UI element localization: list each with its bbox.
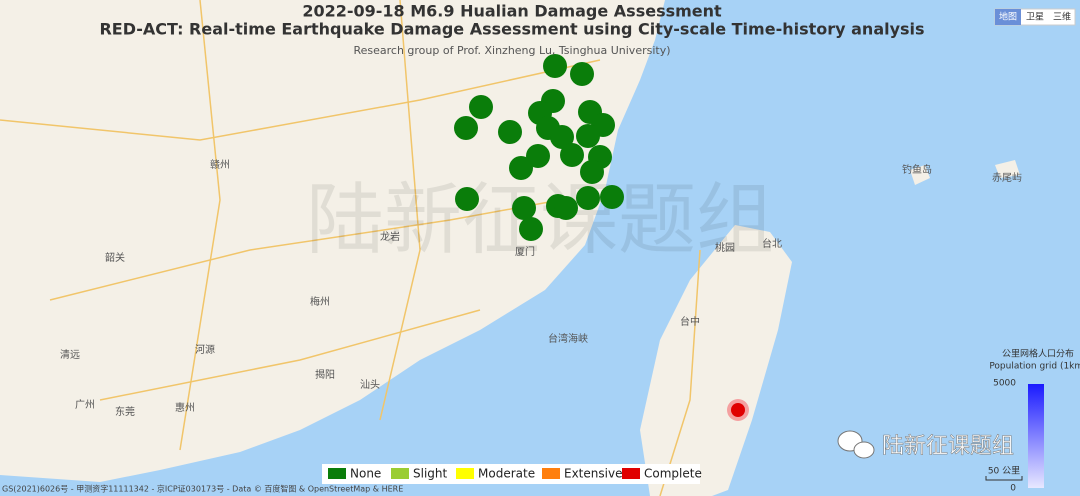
legend-swatch (456, 468, 474, 479)
wechat-name: 陆新征课题组 (882, 434, 1014, 459)
marker (543, 54, 567, 78)
marker (519, 217, 543, 241)
legend-swatch (391, 468, 409, 479)
legend-label: Extensive (564, 467, 622, 481)
legend-swatch (328, 468, 346, 479)
place: 惠州 (175, 401, 195, 414)
roads (0, 0, 701, 496)
watermark: 陆新征课题组 (306, 175, 774, 265)
pop-subtitle: Population grid (1km) (989, 362, 1080, 372)
place: 揭阳 (315, 368, 335, 381)
place: 梅州 (310, 295, 330, 308)
taiwan (640, 225, 792, 496)
pop-title: 公里网格人口分布 (1002, 348, 1074, 360)
marker (469, 95, 493, 119)
place: 钓鱼岛 (902, 163, 932, 176)
legend-label: Slight (413, 467, 448, 481)
legend (322, 464, 700, 484)
marker (570, 62, 594, 86)
place: 桃园 (715, 241, 735, 254)
scale-bar (985, 476, 1023, 481)
scale-label: 50 公里 (988, 466, 1020, 477)
marker (454, 116, 478, 140)
place: 广州 (75, 399, 95, 411)
pop-min: 0 (1010, 484, 1016, 494)
wechat-icon (837, 430, 875, 459)
subtitle: RED-ACT: Real-time Earthquake Damage Ass… (99, 20, 924, 39)
damage-markers (454, 54, 624, 241)
marker (580, 160, 604, 184)
place: 龙岩 (380, 230, 400, 243)
pop-gradient (1028, 384, 1044, 488)
pop-max: 5000 (993, 379, 1016, 389)
place: 台北 (762, 237, 782, 250)
marker (526, 144, 550, 168)
place: 台中 (680, 315, 700, 328)
map-button-active[interactable] (995, 9, 1021, 25)
place: 厦门 (515, 245, 535, 258)
place: 河源 (195, 343, 215, 356)
marker (498, 120, 522, 144)
marker (512, 196, 536, 220)
legend-swatch (622, 468, 640, 479)
epicenter (731, 403, 745, 417)
map-button[interactable]: 卫星 (1026, 12, 1044, 23)
legend-label: None (350, 467, 381, 481)
place: 赣州 (210, 158, 230, 171)
marker (576, 186, 600, 210)
island (910, 165, 930, 185)
legend-label: Complete (644, 467, 702, 481)
marker (550, 125, 574, 149)
legend-swatch (542, 468, 560, 479)
attribution: GS(2021)6026号 - 甲测资字11111342 - 京ICP证0301… (2, 484, 403, 494)
marker (576, 124, 600, 148)
credit: Research group of Prof. Xinzheng Lu, Tsi… (353, 44, 670, 57)
place: 东莞 (115, 405, 135, 418)
legend-items: None Slight Moderate Extensive Complete (328, 467, 702, 481)
marker (455, 187, 479, 211)
marker (560, 143, 584, 167)
place: 韶关 (105, 251, 125, 264)
place: 汕头 (360, 379, 380, 391)
map-button[interactable]: 地图 (999, 11, 1017, 23)
place: 清远 (60, 348, 80, 361)
marker (509, 156, 533, 180)
marker (600, 185, 624, 209)
place: 赤尾屿 (992, 172, 1022, 184)
map-button[interactable]: 三维 (1053, 11, 1071, 23)
title: 2022-09-18 M6.9 Hualian Damage Assessmen… (302, 2, 722, 21)
place: 台湾海峡 (548, 332, 588, 345)
legend-label: Moderate (478, 467, 535, 481)
marker (554, 196, 578, 220)
mainland (0, 0, 665, 482)
island (995, 160, 1020, 178)
place-labels: 台北 桃园 台中 台湾海峡 钓鱼岛 赤尾屿 广州 东莞 惠州 河源 梅州 揭阳 … (60, 121, 1022, 418)
